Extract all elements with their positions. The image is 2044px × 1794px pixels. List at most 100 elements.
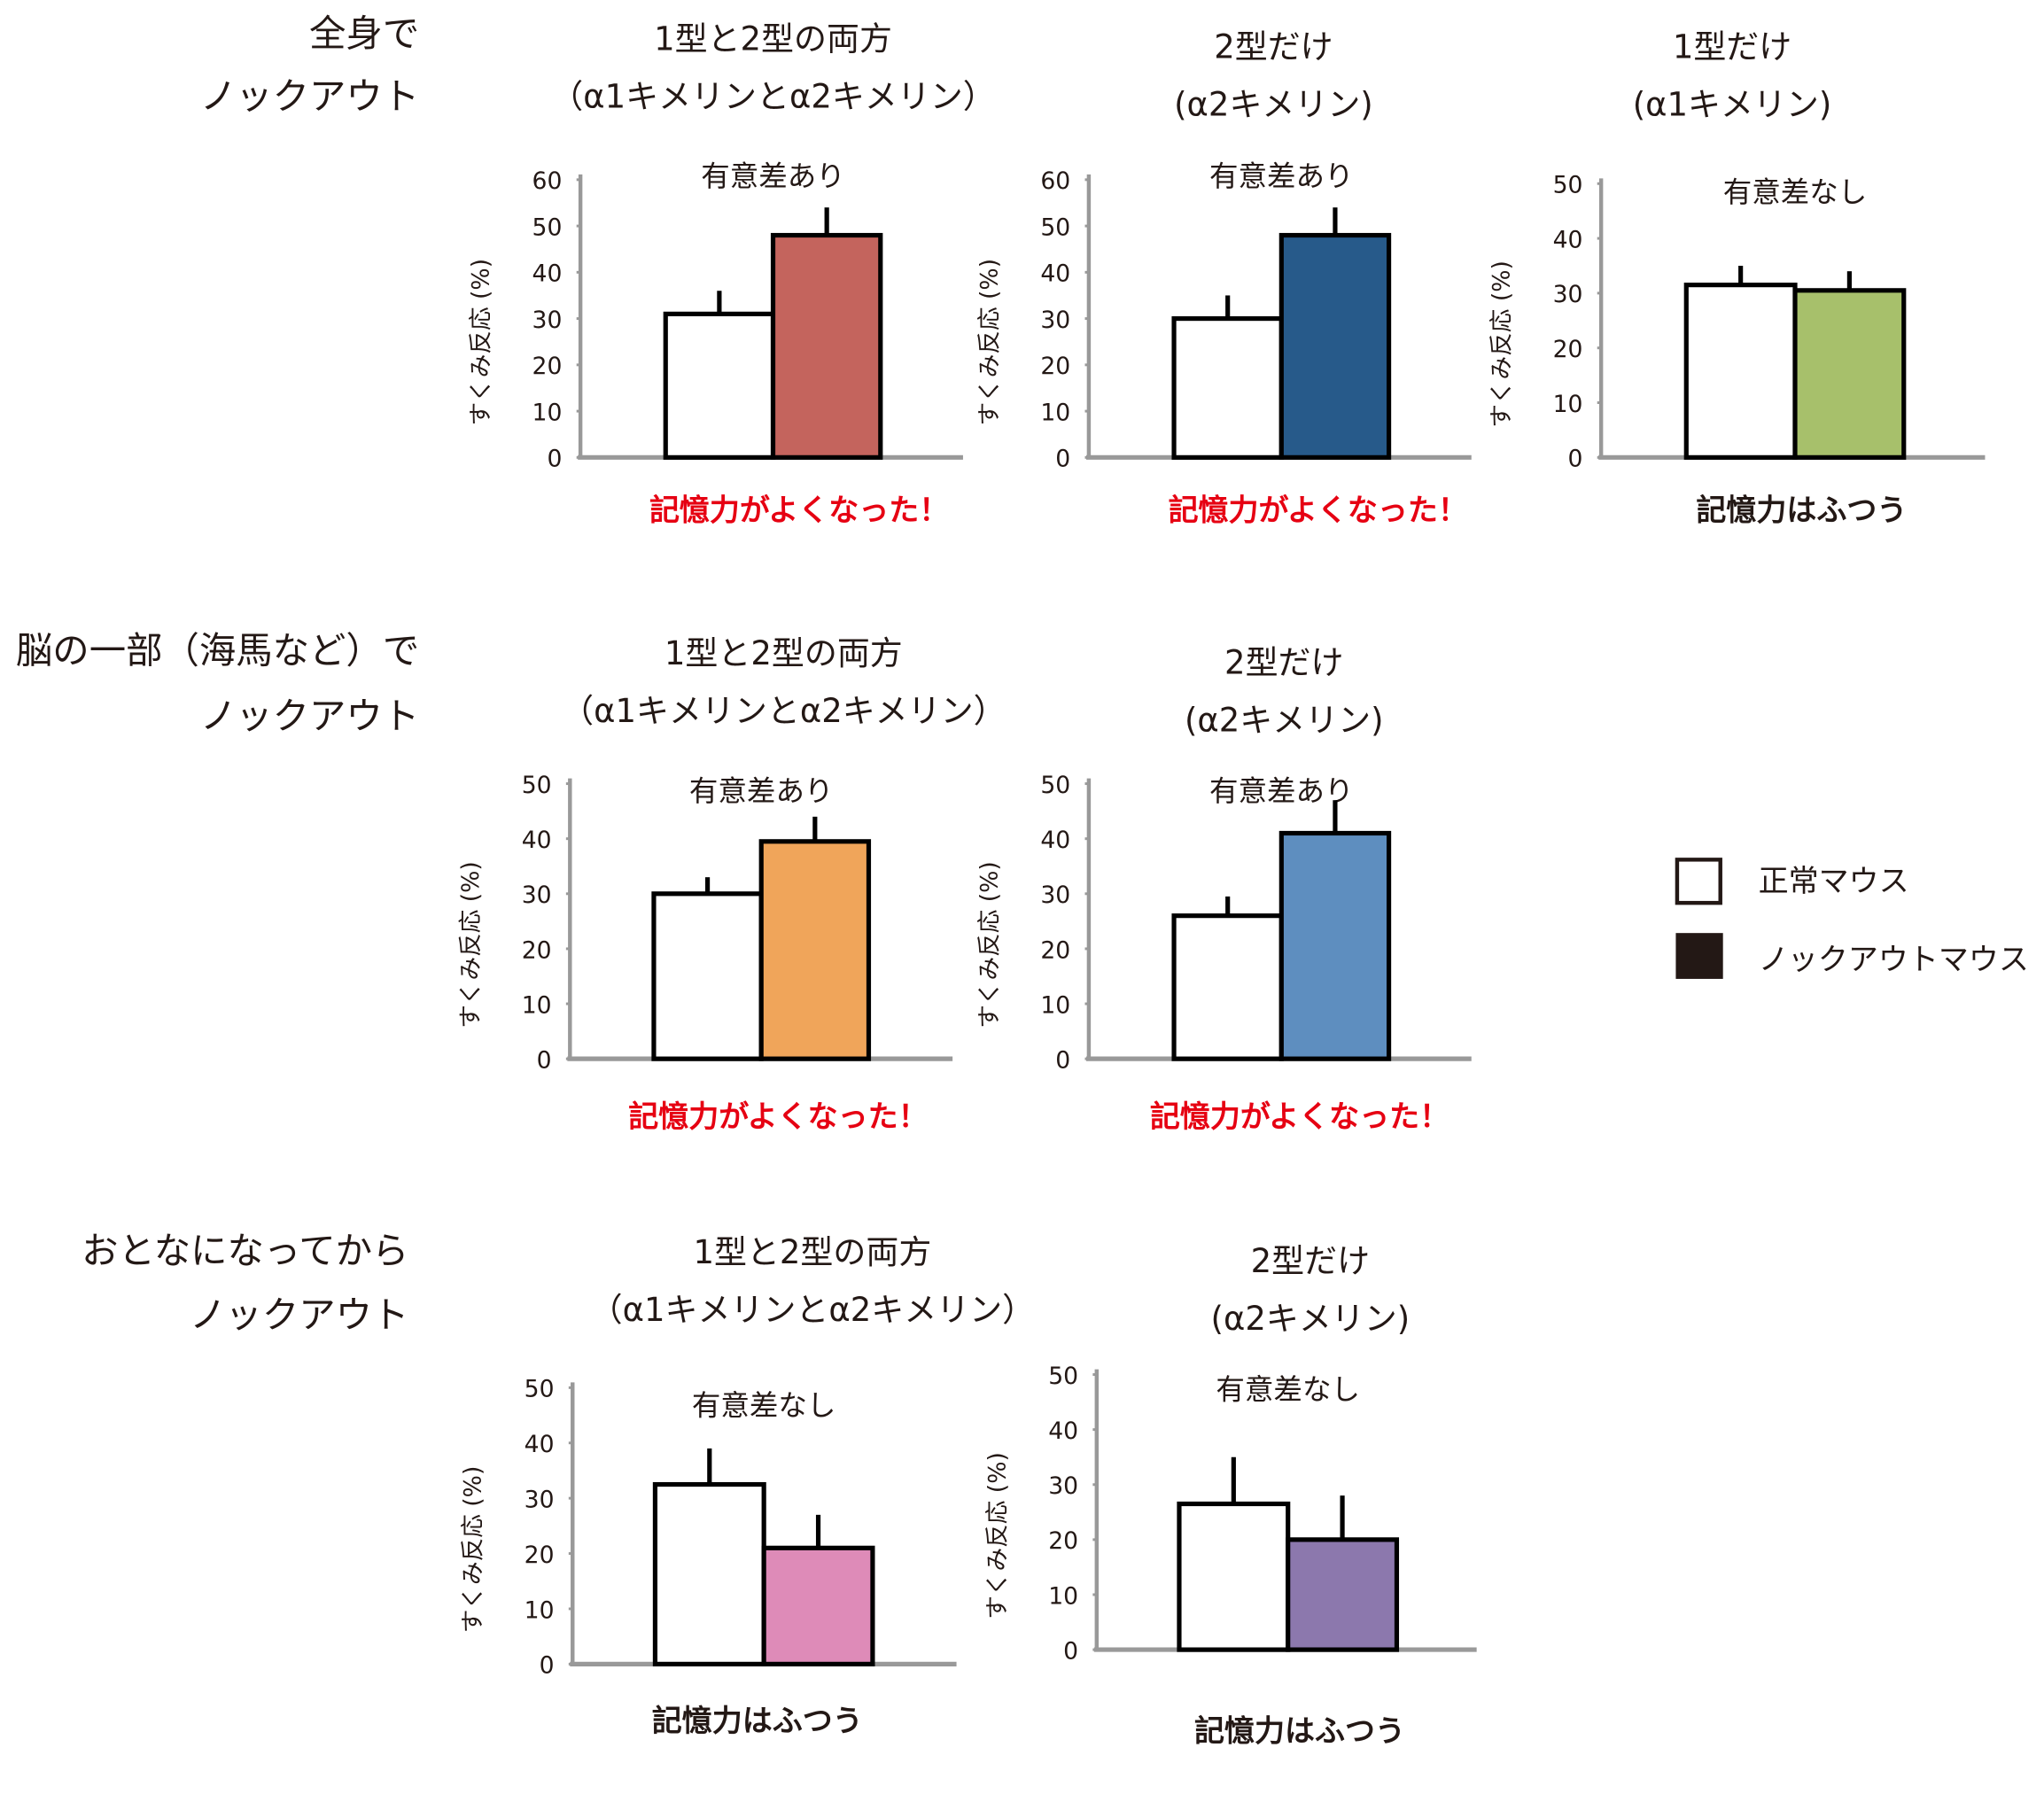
- y-tick-label: 20: [1040, 936, 1070, 964]
- bar-normal: [663, 311, 776, 460]
- y-tick-label: 40: [1048, 1417, 1078, 1445]
- y-tick-label: 10: [1040, 399, 1070, 426]
- chart-title-line1: 2型だけ: [1224, 643, 1343, 681]
- y-axis-label: すくみ反応 (%): [983, 1452, 1011, 1619]
- bar-normal: [1171, 316, 1284, 460]
- significance-label: 有意差あり: [1209, 159, 1354, 193]
- row-header-3-line2: ノックアウト: [190, 1293, 409, 1336]
- y-tick-label: 40: [1553, 226, 1583, 253]
- y-tick-label: 30: [1040, 307, 1070, 334]
- y-axis-label: すくみ反応 (%): [975, 861, 1003, 1029]
- bar-normal: [1683, 283, 1798, 460]
- bar-knockout: [1278, 830, 1392, 1061]
- y-tick-label: 60: [532, 167, 563, 195]
- bar-knockout: [770, 232, 883, 460]
- legend-swatch-normal: [1675, 858, 1722, 905]
- result-label: 記憶力がよくなった！: [1169, 493, 1468, 528]
- significance-label: 有意差あり: [701, 159, 845, 193]
- chart-title-line2: (α2キメリン): [1174, 85, 1373, 123]
- y-tick-label: 10: [525, 1596, 555, 1624]
- result-label: 記憶力がよくなった！: [1150, 1099, 1449, 1135]
- significance-label: 有意差あり: [689, 774, 834, 808]
- y-tick-label: 20: [1048, 1527, 1078, 1555]
- y-tick-label: 0: [1055, 1046, 1070, 1074]
- result-label: 記憶力がよくなった！: [649, 493, 949, 528]
- y-tick-label: 10: [1553, 391, 1583, 418]
- y-tick-label: 10: [1048, 1582, 1078, 1610]
- chart-title-line1: 2型だけ: [1214, 27, 1333, 66]
- bar-normal: [651, 891, 764, 1061]
- y-tick-label: 40: [1040, 827, 1070, 854]
- y-tick-label: 10: [522, 991, 552, 1019]
- legend: 正常マウス ノックアウトマウス: [1675, 858, 2029, 979]
- y-tick-label: 50: [522, 772, 552, 799]
- result-label: 記憶力はふつう: [1696, 493, 1907, 528]
- legend-label-normal: 正常マウス: [1759, 864, 1909, 899]
- y-tick-label: 10: [532, 399, 563, 426]
- y-tick-label: 30: [1553, 281, 1583, 308]
- row-header-1-line1: 全身で: [309, 12, 419, 55]
- significance-label: 有意差なし: [1723, 175, 1868, 209]
- y-tick-label: 30: [522, 881, 552, 909]
- row-header-1-line2: ノックアウト: [200, 75, 420, 118]
- y-axis-label: すくみ反応 (%): [468, 259, 495, 426]
- y-tick-label: 20: [522, 936, 552, 964]
- bar-knockout: [761, 1545, 875, 1666]
- y-tick-label: 10: [1040, 991, 1070, 1019]
- y-tick-label: 30: [532, 307, 563, 334]
- chart-title-line2: （α1キメリンとα2キメリン）: [550, 77, 995, 115]
- y-tick-label: 40: [532, 260, 563, 288]
- row-header-3-line1: おとなになってから: [82, 1230, 408, 1272]
- y-axis-label: すくみ反応 (%): [460, 1466, 487, 1634]
- chart-title-line2: (α2キメリン): [1185, 701, 1384, 739]
- y-tick-label: 50: [1040, 772, 1070, 799]
- y-tick-label: 20: [1553, 336, 1583, 363]
- significance-label: 有意差なし: [1216, 1373, 1360, 1407]
- bar-normal: [652, 1481, 766, 1666]
- legend-label-knockout: ノックアウトマウス: [1759, 943, 2029, 978]
- y-tick-label: 50: [1048, 1363, 1078, 1390]
- y-axis-label: すくみ反応 (%): [457, 861, 485, 1029]
- bar-normal: [1177, 1501, 1291, 1652]
- y-tick-label: 0: [1568, 446, 1583, 473]
- row-header-2-line2: ノックアウト: [200, 695, 420, 737]
- y-tick-label: 20: [1040, 353, 1070, 380]
- bar-knockout: [1286, 1537, 1400, 1652]
- y-tick-label: 30: [525, 1486, 555, 1513]
- chart-title-line1: 1型と2型の両方: [693, 1233, 931, 1271]
- y-tick-label: 50: [525, 1376, 555, 1403]
- bar-normal: [1171, 913, 1284, 1061]
- chart-title-line2: （α1キメリンとα2キメリン）: [561, 692, 1006, 730]
- y-tick-label: 30: [1040, 881, 1070, 909]
- y-axis-label: すくみ反応 (%): [975, 259, 1003, 426]
- chart-title-line1: 2型だけ: [1251, 1242, 1370, 1280]
- y-tick-label: 0: [537, 1046, 552, 1074]
- significance-label: 有意差なし: [692, 1388, 836, 1422]
- chart-title-line1: 1型と2型の両方: [664, 634, 903, 672]
- y-tick-label: 50: [1040, 214, 1070, 241]
- bar-knockout: [1278, 232, 1392, 460]
- bar-knockout: [1792, 288, 1907, 460]
- y-tick-label: 0: [547, 446, 562, 473]
- y-tick-label: 30: [1048, 1472, 1078, 1500]
- y-tick-label: 40: [522, 827, 552, 854]
- bar-knockout: [758, 839, 872, 1061]
- y-tick-label: 50: [532, 214, 563, 241]
- y-tick-label: 40: [1040, 260, 1070, 288]
- y-tick-label: 60: [1040, 167, 1070, 195]
- result-label: 記憶力はふつう: [1194, 1714, 1405, 1750]
- chart-title-line2: (α1キメリン): [1633, 85, 1832, 123]
- row-header-2-line1: 脳の一部（海馬など）で: [16, 630, 419, 672]
- y-tick-label: 50: [1553, 172, 1583, 199]
- chart-title-line1: 1型だけ: [1673, 27, 1791, 66]
- y-axis-label: すくみ反応 (%): [1488, 260, 1516, 428]
- y-tick-label: 0: [1055, 446, 1070, 473]
- legend-swatch-knockout: [1675, 933, 1723, 979]
